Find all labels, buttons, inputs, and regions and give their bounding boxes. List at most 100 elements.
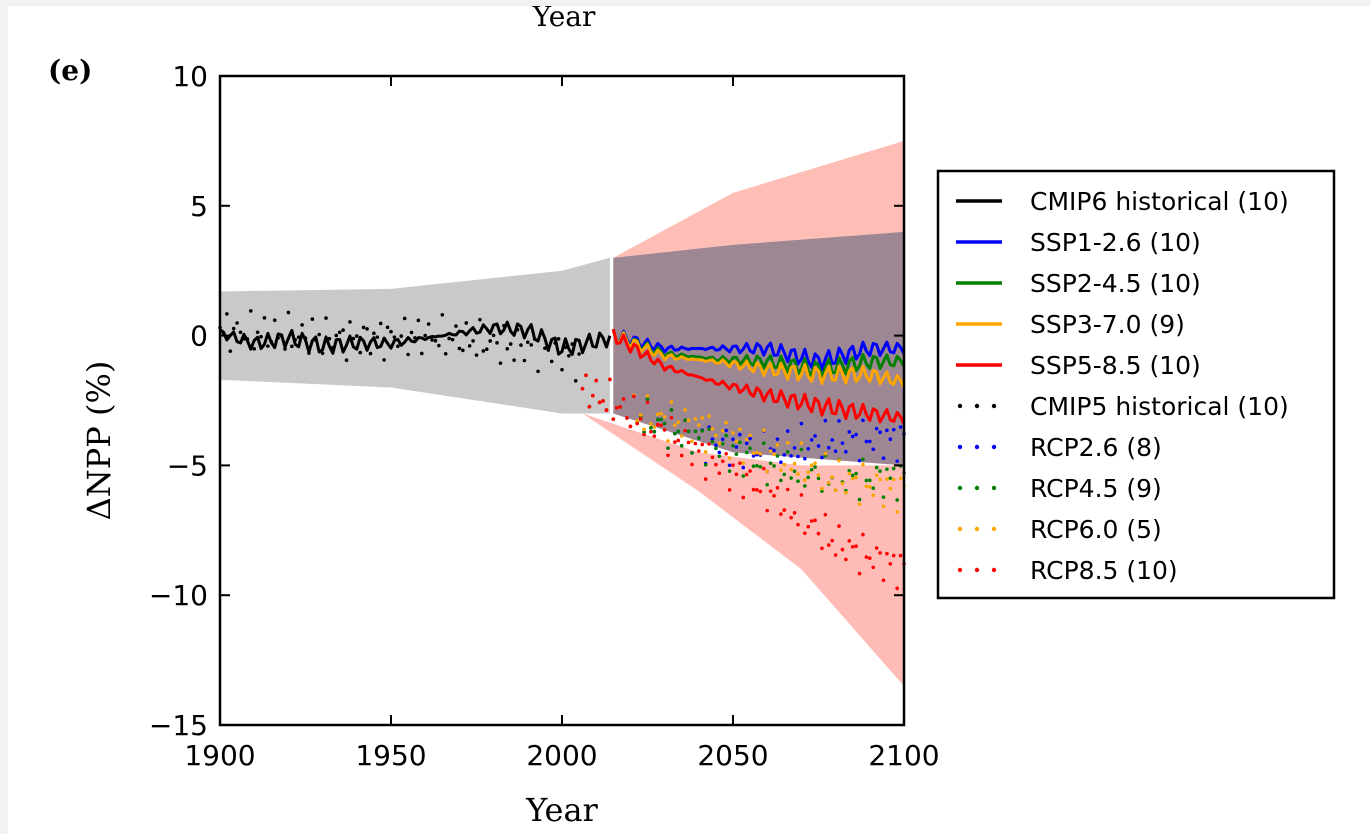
series-point (833, 553, 838, 557)
series-point (895, 509, 899, 514)
series-point (799, 447, 804, 452)
series-cmip5-historical-10 (218, 309, 581, 383)
series-point (296, 335, 301, 340)
series-point (697, 436, 701, 440)
series-point (868, 439, 872, 444)
series-point (751, 451, 756, 456)
series-point (659, 423, 663, 428)
series-point (796, 479, 800, 483)
legend-marker-dot (974, 567, 980, 573)
legend-marker-dot (974, 403, 980, 409)
series-point (717, 471, 722, 475)
series-point (789, 467, 793, 472)
series-point (854, 471, 858, 476)
legend-marker-dot (991, 444, 997, 450)
series-point (826, 480, 831, 485)
series-point (717, 450, 722, 455)
series-point (231, 326, 236, 331)
series-point (344, 358, 349, 363)
series-point (809, 463, 814, 468)
series-point (799, 441, 804, 445)
series-point (748, 433, 752, 438)
series-point (731, 430, 735, 435)
legend-label: SSP1-2.6 (10) (1030, 228, 1201, 257)
legend-item-cmip5-historical-10: CMIP5 historical (10) (957, 392, 1289, 421)
series-point (679, 443, 684, 448)
series-point (871, 565, 876, 570)
series-point (543, 346, 547, 351)
series-point (868, 485, 872, 489)
series-point (402, 316, 407, 321)
series-point (676, 420, 681, 425)
series-point (655, 412, 660, 417)
series-point (392, 335, 397, 339)
series-point (604, 408, 609, 412)
series-point (683, 428, 687, 433)
series-point (457, 346, 462, 351)
series-point (673, 431, 677, 436)
legend-marker-dot (957, 444, 963, 450)
x-tick-label: 2050 (697, 739, 768, 772)
series-point (772, 448, 776, 453)
series-point (693, 417, 698, 421)
series-point (272, 318, 277, 322)
series-point (679, 453, 684, 458)
series-point (720, 429, 725, 433)
series-point (406, 352, 410, 357)
series-point (731, 437, 735, 442)
series-point (413, 336, 417, 340)
series-point (669, 400, 674, 404)
series-point (293, 337, 298, 342)
series-point (659, 417, 663, 422)
series-point (703, 477, 708, 481)
series-point (313, 338, 318, 342)
series-point (221, 331, 226, 335)
series-point (857, 497, 862, 502)
series-point (645, 397, 650, 401)
series-point (744, 472, 749, 477)
series-point (885, 467, 889, 472)
series-point (857, 458, 862, 463)
series-point (803, 456, 807, 461)
series-point (898, 553, 903, 558)
series-point (782, 472, 787, 477)
series-point (772, 493, 776, 498)
series-point (820, 489, 824, 493)
series-point (775, 485, 780, 490)
series-point (341, 328, 345, 332)
series-point (806, 446, 811, 451)
series-point (850, 473, 855, 478)
series-point (331, 345, 335, 350)
series-point (430, 338, 434, 342)
series-point (881, 495, 886, 499)
series-point (850, 476, 855, 481)
series-point (731, 463, 735, 468)
series-point (816, 476, 821, 481)
legend-label: CMIP6 historical (10) (1030, 187, 1289, 216)
series-point (820, 486, 824, 491)
series-ssp5-8-5-10 (611, 328, 906, 425)
series-point (645, 394, 650, 398)
legend-item-rcp2-6-8: RCP2.6 (8) (957, 433, 1162, 462)
series-point (792, 511, 797, 515)
series-point (895, 498, 899, 502)
series-point (348, 320, 352, 324)
series-point (779, 478, 783, 483)
series-point (355, 334, 359, 338)
series-point (796, 454, 800, 459)
series-point (320, 351, 325, 356)
series-point (351, 336, 356, 341)
series-point (868, 478, 872, 483)
legend-box (936, 169, 1336, 600)
series-point (850, 434, 855, 439)
series-point (266, 344, 270, 348)
series-point (820, 455, 824, 460)
series-point (755, 487, 759, 492)
series-point (885, 477, 889, 481)
series-point (727, 456, 732, 460)
series-point (881, 578, 886, 583)
series-point (700, 429, 705, 433)
series-point (621, 397, 626, 401)
series-point (450, 337, 455, 342)
series-point (597, 400, 602, 405)
